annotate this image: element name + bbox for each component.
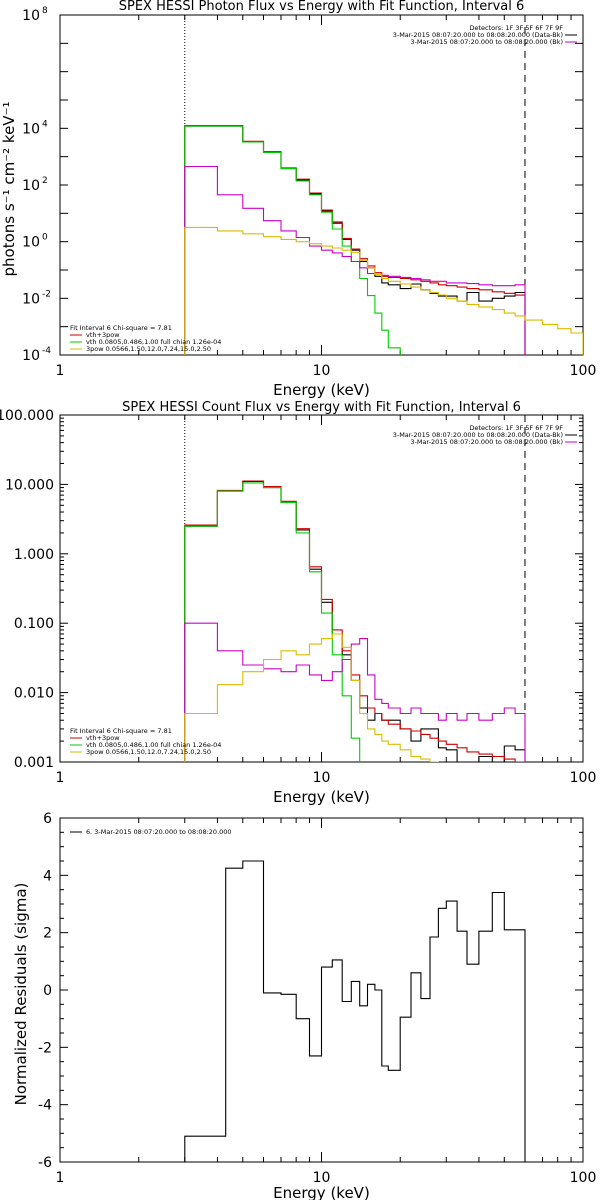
x-tick-label: 100 (570, 770, 597, 786)
series-group (184, 125, 583, 355)
x-tick-label: 1 (56, 770, 65, 786)
series-line-4 (184, 622, 526, 762)
y-tick-label: 10.000 (5, 477, 54, 493)
series-group (184, 480, 526, 762)
y-tick-label: 100.000 (0, 408, 54, 424)
legend-top-text: 3-Mar-2015 08:07:20.000 to 08:08:20.000 … (393, 431, 563, 439)
legend-bottom-text: 3pow 0.0566,1.50,12.0,7.24,15.0,2.50 (86, 748, 211, 756)
legend-bottom-text: Fit Interval 6 Chi-square = 7.81 (70, 324, 172, 332)
y-tick-label: 0.010 (14, 686, 54, 702)
legend-bottom-text: vth 0.0805,0.486,1.00 full chian 1.26e-0… (86, 741, 221, 749)
chart-title: SPEX HESSI Count Flux vs Energy with Fit… (122, 400, 521, 415)
x-tick-label: 1 (56, 1170, 65, 1186)
series-line-3 (184, 125, 401, 355)
y-tick-label: -4 (38, 1098, 52, 1114)
y-tick-exponent: -2 (42, 289, 51, 299)
chart-panel-3: Energy (keV) Normalized Residuals (sigma)… (12, 811, 597, 1202)
series-group (184, 860, 526, 1162)
legend-bottom-text: Fit Interval 6 Chi-square = 7.81 (70, 727, 172, 735)
legend-top-text: Detectors: 1F 3F 5F 6F 7F 9F (469, 424, 563, 432)
series-line-5 (184, 633, 439, 762)
x-tick-label: 100 (570, 1170, 597, 1186)
y-tick-label: 10 (22, 291, 40, 307)
legend-bottom-text: vth+3pow (86, 734, 120, 742)
series-line-4 (184, 165, 526, 355)
chart-title: SPEX HESSI Photon Flux vs Energy with Fi… (119, 0, 525, 14)
y-tick-label: 0 (43, 983, 52, 999)
x-axis-label: Energy (keV) (273, 1184, 370, 1200)
y-tick-label: 1.000 (14, 547, 54, 563)
y-tick-label: 0.001 (14, 755, 54, 771)
legend-top-text: 3-Mar-2015 08:07:20.000 to 08:08:20.000 … (393, 31, 563, 39)
series-line-2 (184, 480, 526, 762)
y-tick-exponent: 0 (42, 233, 48, 243)
x-axis-label: Energy (keV) (273, 381, 370, 399)
y-tick-exponent: 2 (42, 176, 48, 186)
y-tick-exponent: 4 (42, 119, 48, 129)
y-tick-label: 6 (43, 811, 52, 827)
legend-top-text: 3-Mar-2015 08:07:20.000 to 08:08:20.000 … (410, 38, 563, 46)
legend-top-text: Detectors: 1F 3F 5F 6F 7F 9F (469, 24, 563, 32)
y-axis-label: photons s⁻¹ cm⁻² keV⁻¹ (0, 102, 18, 277)
y-axis-label: Normalized Residuals (sigma) (12, 883, 30, 1106)
series-line-1 (184, 125, 526, 355)
series-line-1 (184, 860, 526, 1162)
legend-top-text: 6. 3-Mar-2015 08:07:20.000 to 08:08:20.0… (86, 828, 232, 836)
x-tick-label: 10 (313, 363, 331, 379)
x-tick-label: 10 (313, 1170, 331, 1186)
legend-top-text: 3-Mar-2015 08:07:20.000 to 08:08:20.000 … (410, 438, 563, 446)
y-tick-label: 10 (22, 348, 40, 364)
x-tick-label: 1 (56, 363, 65, 379)
chart-panel-2: SPEX HESSI Count Flux vs Energy with Fit… (0, 400, 596, 806)
y-tick-exponent: -4 (42, 346, 51, 356)
y-tick-label: 10 (22, 235, 40, 251)
y-tick-label: 0.100 (14, 616, 54, 632)
y-tick-label: 2 (43, 926, 52, 942)
plot-frame (59, 14, 584, 356)
series-line-1 (184, 480, 526, 762)
series-line-3 (184, 482, 361, 762)
y-tick-exponent: 8 (42, 6, 48, 16)
x-tick-label: 100 (570, 363, 597, 379)
y-tick-label: -6 (38, 1155, 52, 1171)
y-tick-label: 10 (22, 178, 40, 194)
series-line-2 (184, 125, 526, 355)
y-tick-label: 10 (22, 8, 40, 24)
chart-panel-1: SPEX HESSI Photon Flux vs Energy with Fi… (0, 0, 596, 399)
x-axis-label: Energy (keV) (273, 788, 370, 806)
y-tick-label: 4 (43, 868, 52, 884)
legend-bottom-text: vth+3pow (86, 331, 120, 339)
y-tick-label: 10 (22, 121, 40, 137)
x-tick-label: 10 (313, 770, 331, 786)
legend-bottom-text: 3pow 0.0566,1.50,12.0,7.24,15.0,2.50 (86, 345, 211, 353)
y-tick-label: -2 (38, 1040, 52, 1056)
legend-bottom-text: vth 0.0805,0.486,1.00 full chian 1.26e-0… (86, 338, 221, 346)
series-line-5 (184, 226, 583, 355)
